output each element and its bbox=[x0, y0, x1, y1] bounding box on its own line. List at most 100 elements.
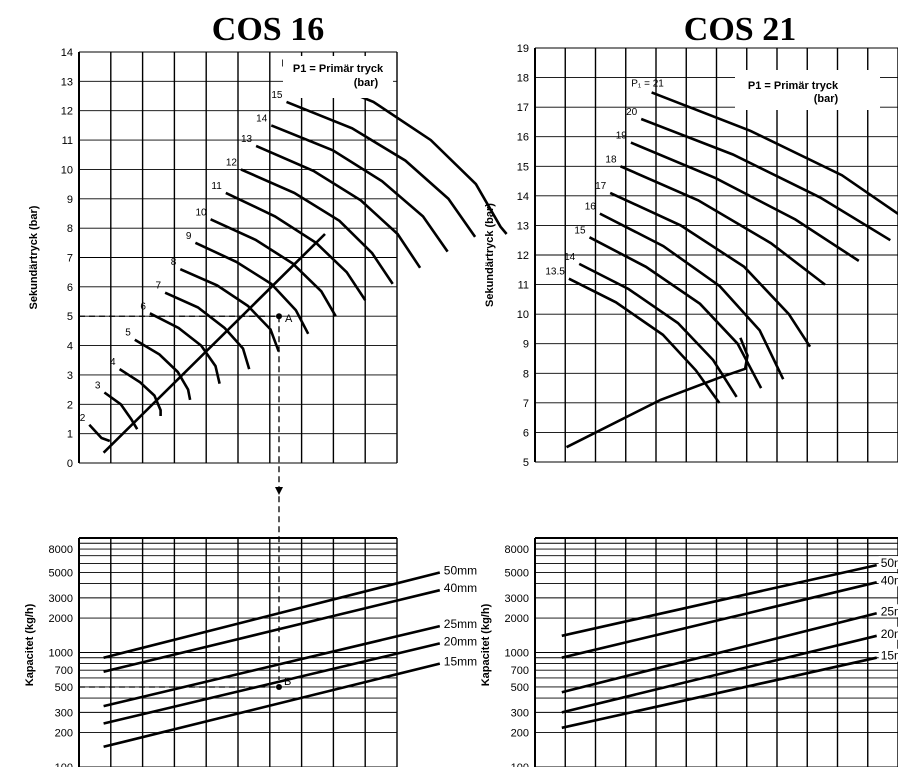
series-label-bg bbox=[878, 604, 898, 618]
y-tick-label: 11 bbox=[62, 135, 73, 147]
y-tick-label: 5 bbox=[67, 311, 73, 323]
legend-line1: P1 = Primär tryck bbox=[293, 63, 384, 75]
y-tick-label: 9 bbox=[67, 194, 73, 206]
y-tick-label: 14 bbox=[61, 47, 73, 59]
series-line-20mm bbox=[561, 634, 878, 714]
series-line-14 bbox=[270, 124, 449, 253]
y-tick-label: 2000 bbox=[49, 613, 73, 625]
chart-title: COS 16 bbox=[212, 11, 324, 48]
series-label: 15 bbox=[574, 225, 586, 236]
series-label: 13.5 bbox=[545, 267, 565, 278]
boundary-curve bbox=[102, 233, 326, 454]
series-line-13 bbox=[255, 144, 422, 269]
series-label: P₁ = 21 bbox=[631, 78, 664, 89]
y-tick-label: 8000 bbox=[505, 544, 529, 556]
y-tick-label: 11 bbox=[518, 280, 529, 292]
y-axis-label: Kapacitet (kg/h) bbox=[24, 603, 36, 686]
series-line-40mm bbox=[561, 581, 878, 659]
series-line-15 bbox=[588, 236, 763, 389]
y-tick-label: 8 bbox=[67, 223, 73, 235]
boundary-curve bbox=[565, 337, 749, 449]
y-tick-label: 5000 bbox=[49, 567, 73, 579]
series-label: 11 bbox=[211, 181, 222, 192]
arrow-marker bbox=[275, 487, 283, 495]
series-line-17 bbox=[609, 191, 812, 348]
y-tick-label: 13 bbox=[61, 76, 73, 88]
y-tick-label: 15 bbox=[517, 161, 529, 173]
y-tick-label: 9 bbox=[523, 339, 529, 351]
y-tick-label: 13 bbox=[517, 220, 529, 232]
series-label: 25mm bbox=[444, 617, 477, 631]
y-tick-label: 300 bbox=[55, 707, 73, 719]
point-b-marker bbox=[276, 683, 282, 690]
series-line-5 bbox=[134, 338, 192, 401]
legend-line2: (bar) bbox=[814, 93, 839, 105]
series-label: 15mm bbox=[444, 655, 477, 669]
y-tick-label: 4 bbox=[67, 341, 73, 353]
series-label: 6 bbox=[140, 301, 146, 312]
y-tick-label: 3000 bbox=[49, 593, 73, 605]
y-tick-label: 14 bbox=[517, 191, 529, 203]
y-tick-label: 19 bbox=[517, 43, 529, 55]
series-line-15mm bbox=[103, 662, 441, 749]
y-tick-label: 700 bbox=[511, 665, 529, 677]
series-label: 4 bbox=[110, 357, 116, 368]
series-line-6 bbox=[149, 312, 221, 384]
series-line-8 bbox=[179, 268, 280, 352]
series-line-9 bbox=[194, 241, 310, 335]
series-label: 20mm bbox=[881, 627, 898, 641]
legend-line1: P1 = Primär tryck bbox=[748, 80, 839, 92]
y-tick-label: 12 bbox=[61, 106, 73, 118]
y-tick-label: 5 bbox=[523, 457, 529, 469]
series-label: 5 bbox=[125, 328, 131, 339]
series-label-bg bbox=[878, 648, 898, 662]
series-label-bg bbox=[441, 581, 480, 595]
series-label: 50mm bbox=[444, 563, 477, 577]
series-line-21 bbox=[651, 91, 898, 216]
series-line-50mm bbox=[561, 563, 877, 638]
series-label: 50mm bbox=[881, 556, 898, 570]
series-label: 15 bbox=[271, 90, 283, 101]
series-line-18 bbox=[619, 165, 826, 286]
y-tick-label: 8000 bbox=[49, 544, 73, 556]
y-tick-label: 1000 bbox=[505, 648, 529, 660]
series-label: 20 bbox=[626, 107, 638, 118]
y-tick-label: 2000 bbox=[505, 613, 529, 625]
series-line-19 bbox=[630, 141, 860, 262]
series-label: 3 bbox=[95, 381, 101, 392]
point-a-label: A bbox=[285, 313, 293, 325]
y-tick-label: 5000 bbox=[505, 567, 529, 579]
series-label: 18 bbox=[605, 154, 617, 165]
y-tick-label: 1 bbox=[67, 429, 73, 441]
series-line-25mm bbox=[561, 612, 878, 694]
series-label: 13 bbox=[241, 134, 253, 145]
y-axis-label: Kapacitet (kg/h) bbox=[480, 603, 492, 686]
series-label-bg bbox=[441, 654, 480, 668]
legend-box bbox=[735, 70, 880, 110]
y-tick-label: 7 bbox=[67, 253, 73, 265]
series-label-bg bbox=[441, 634, 480, 648]
y-tick-label: 300 bbox=[511, 707, 529, 719]
y-tick-label: 100 bbox=[511, 762, 529, 767]
y-tick-label: 200 bbox=[55, 728, 73, 740]
y-tick-label: 16 bbox=[517, 132, 529, 144]
y-tick-label: 7 bbox=[523, 398, 529, 410]
y-tick-label: 0 bbox=[67, 458, 73, 470]
y-tick-label: 2 bbox=[67, 399, 73, 411]
series-label: 25mm bbox=[881, 604, 898, 618]
series-line-13.5 bbox=[568, 277, 721, 404]
y-tick-label: 18 bbox=[517, 73, 529, 85]
point-b-label: B bbox=[284, 676, 291, 688]
capacity-panel: 100 200 300 500 700 1000 2000 3000 5000 8000 Kapac… bbox=[24, 537, 398, 767]
series-label: 16 bbox=[585, 202, 597, 213]
series-label: 14 bbox=[564, 252, 576, 263]
series-label-bg bbox=[441, 563, 480, 577]
series-label: 17 bbox=[595, 181, 607, 192]
y-tick-label: 200 bbox=[511, 728, 529, 740]
series-label-bg bbox=[878, 626, 898, 640]
series-label-bg bbox=[441, 617, 480, 631]
series-line-14 bbox=[578, 262, 738, 398]
series-label: 8 bbox=[171, 257, 177, 268]
